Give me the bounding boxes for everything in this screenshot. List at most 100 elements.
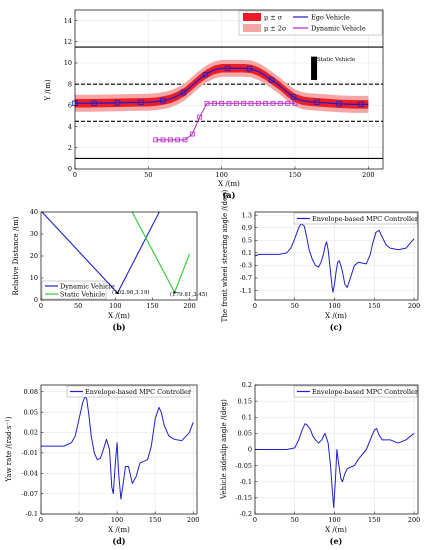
b-xtick-label-1: 50 [74, 302, 82, 310]
e-legend-box [293, 385, 418, 398]
a-dynamic-marker-13 [248, 100, 254, 106]
d-ytick-label-2: 0.02 [24, 429, 38, 437]
a-dynamic-marker-6 [197, 114, 203, 120]
b-xtick-label-2: 100 [109, 302, 121, 310]
a-dynamic-marker-4 [182, 137, 188, 143]
b-xlabel: X /(m) [108, 312, 130, 320]
a-dynamic-marker-0 [153, 137, 159, 143]
b-ytick-label-3: 30 [30, 230, 38, 238]
a-ticks: 0 50 100 150 200 0 2 4 6 8 10 12 14 [64, 17, 375, 179]
c-xtick-label-2: 100 [328, 302, 340, 310]
a-static-vehicle [311, 56, 318, 80]
e-xtick-label-2: 100 [328, 516, 340, 524]
a-dynamic-marker-8 [211, 100, 217, 106]
c-axes-frame [254, 211, 419, 301]
d-ytick-label-0: 0.08 [24, 388, 38, 396]
a-ego-marker-6 [202, 71, 209, 78]
d-xtick-label-1: 50 [75, 516, 83, 524]
a-dynamic-marker-18 [285, 100, 291, 106]
e-plot-area [255, 423, 415, 509]
d-xtick-label-3: 150 [149, 516, 161, 524]
a-ego-marker-11 [314, 99, 320, 105]
e-ytick-label-6: -0.1 [239, 478, 252, 486]
b-series-group [41, 212, 191, 294]
a-ytick-label-6: 12 [64, 38, 72, 46]
d-ytick-label-1: 0.05 [24, 408, 38, 416]
a-ego-marker-3 [138, 99, 144, 106]
a-ytick-label-4: 8 [68, 80, 72, 88]
b-caption: (b) [112, 322, 125, 332]
b-min-point-1 [173, 291, 176, 294]
panel-b: 0 50 100 150 200 0 10 20 30 40 Relative Distance … [12, 208, 208, 332]
a-legend-label-sigma1: μ ± σ [264, 14, 283, 22]
e-series-line [255, 423, 415, 509]
a-static-vehicle-label: Static Vehicle [317, 57, 355, 63]
d-xtick-label-4: 200 [187, 516, 199, 524]
b-xtick-label-0: 0 [39, 302, 43, 310]
e-caption: (e) [330, 536, 343, 546]
e-ytick-label-3: 0.05 [238, 430, 252, 438]
a-ytick-label-5: 10 [64, 59, 72, 67]
d-xlabel: X /(m) [108, 526, 130, 534]
e-xtick-label-3: 150 [368, 516, 380, 524]
c-xtick-label-1: 50 [291, 302, 299, 310]
a-legend-label-sigma2: μ ± 2σ [264, 25, 287, 33]
a-dynamic-marker-3 [175, 137, 181, 143]
b-legend: Dynamic Vehicle Static Vehicle [41, 280, 115, 300]
a-ytick-label-0: 0 [68, 165, 72, 173]
b-ytick-label-2: 20 [30, 252, 38, 260]
b-annotation-min-dynamic: (102.98,3.19) [112, 289, 150, 296]
a-dynamic-marker-11 [233, 100, 239, 106]
a-dynamic-line [155, 102, 295, 141]
a-dynamic-marker-9 [219, 100, 225, 106]
e-ytick-label-0: 0.2 [242, 381, 252, 389]
c-legend: Envelope-based MPC Controller [293, 212, 419, 225]
panel-c: 0 50 100 150 200 1.3 0.9 0.5 0.1 -0.3 -0.7 -1.1 The… [221, 189, 420, 332]
a-dynamic-marker-1 [160, 137, 166, 143]
b-legend-label-static: Static Vehicle [60, 291, 105, 299]
e-ytick-label-4: 0 [248, 446, 252, 454]
d-ytick-label-4: -0.04 [21, 469, 38, 477]
a-dynamic-marker-10 [226, 100, 232, 106]
c-ticks: 0 50 100 150 200 1.3 0.9 0.5 0.1 -0.3 -0.7 -1.1 [239, 211, 420, 310]
c-legend-box [293, 212, 418, 225]
c-legend-label: Envelope-based MPC Controller [312, 215, 419, 223]
a-plot-area [72, 46, 383, 159]
d-ytick-label-5: -0.07 [21, 490, 38, 498]
c-xtick-label-0: 0 [253, 302, 257, 310]
a-xtick-label-2: 100 [215, 171, 227, 179]
d-axes-frame [40, 384, 198, 515]
a-legend-box [238, 10, 383, 36]
a-caption: (a) [223, 190, 236, 200]
b-legend-label-dynamic: Dynamic Vehicle [60, 283, 115, 291]
c-grid [254, 212, 418, 300]
b-min-point-0 [116, 291, 119, 295]
b-ytick-label-1: 10 [30, 274, 38, 282]
e-xtick-label-1: 50 [291, 516, 299, 524]
a-dynamic-marker-16 [270, 100, 276, 106]
b-series-line-0 [41, 212, 160, 294]
a-dynamic-marker-12 [241, 100, 247, 106]
a-xtick-label-0: 0 [73, 171, 77, 179]
a-dynamic-marker-5 [189, 131, 195, 137]
d-plot-area [41, 396, 194, 500]
a-ego-marker-9 [268, 77, 275, 83]
d-xtick-label-2: 100 [111, 516, 123, 524]
c-ytick-label-6: -1.1 [239, 287, 252, 295]
c-ytick-label-3: 0.1 [242, 249, 252, 257]
d-ylabel: Yaw rate /(rad·s⁻¹) [5, 416, 13, 483]
c-plot-area [254, 223, 415, 293]
panel-a: 0 50 100 150 200 0 2 4 6 8 10 12 14 Y /(m) X /(m) (a… [44, 9, 384, 200]
e-legend-label: Envelope-based MPC Controller [312, 388, 419, 396]
c-ytick-label-1: 0.9 [242, 224, 252, 232]
a-xlabel: X /(m) [218, 180, 240, 188]
a-ego-line [75, 67, 369, 105]
a-ytick-label-1: 2 [68, 144, 72, 152]
d-legend: Envelope-based MPC Controller [66, 385, 192, 398]
e-legend: Envelope-based MPC Controller [293, 385, 419, 398]
a-dynamic-marker-15 [263, 100, 269, 106]
a-xtick-label-4: 200 [362, 171, 374, 179]
a-ego-marker-1 [91, 100, 97, 106]
a-dynamic-marker-7 [204, 100, 210, 106]
